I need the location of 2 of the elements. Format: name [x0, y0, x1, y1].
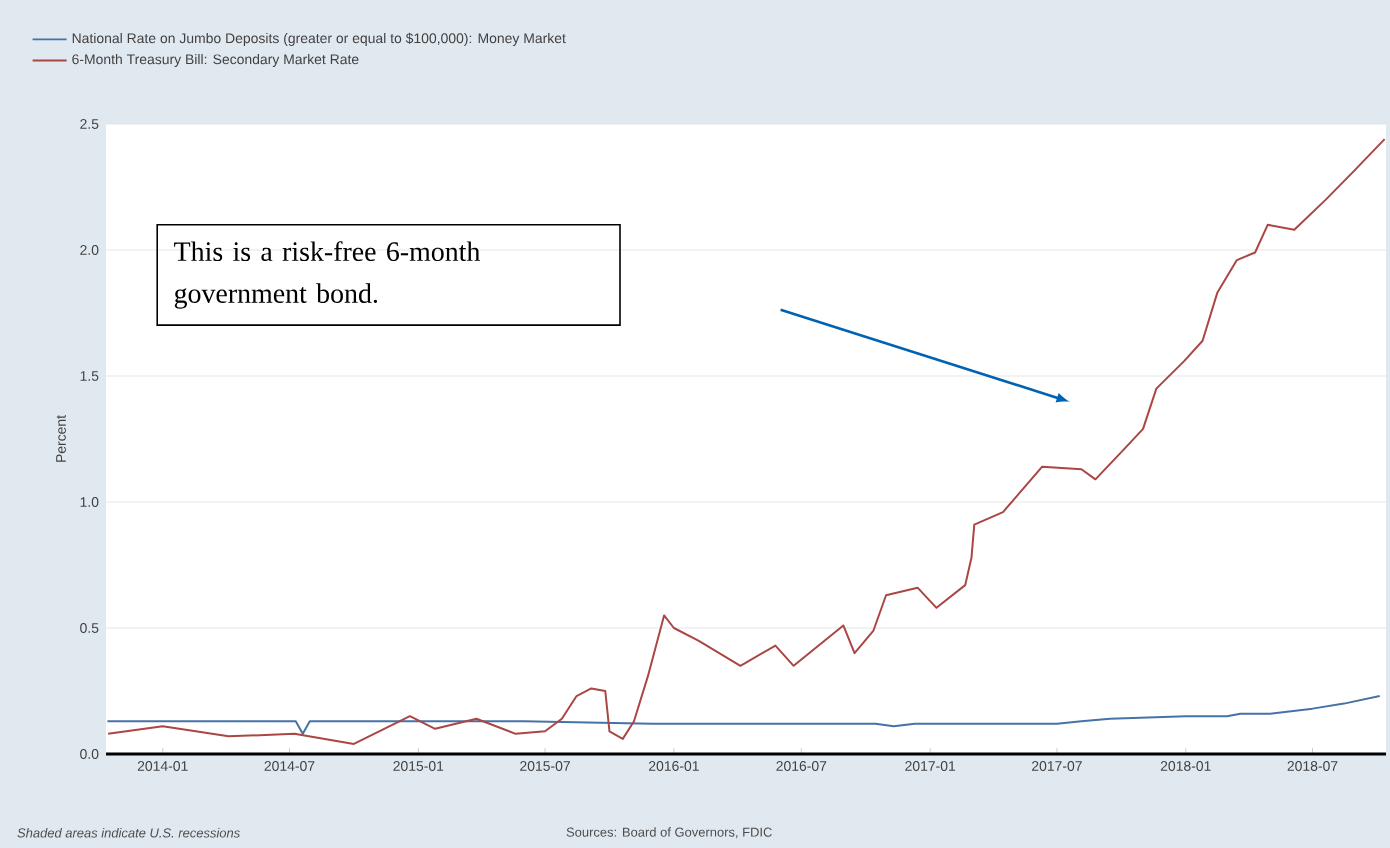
line-series: [107, 138, 1386, 745]
annotation: This is a risk-free 6-month government bond.: [174, 241, 481, 309]
